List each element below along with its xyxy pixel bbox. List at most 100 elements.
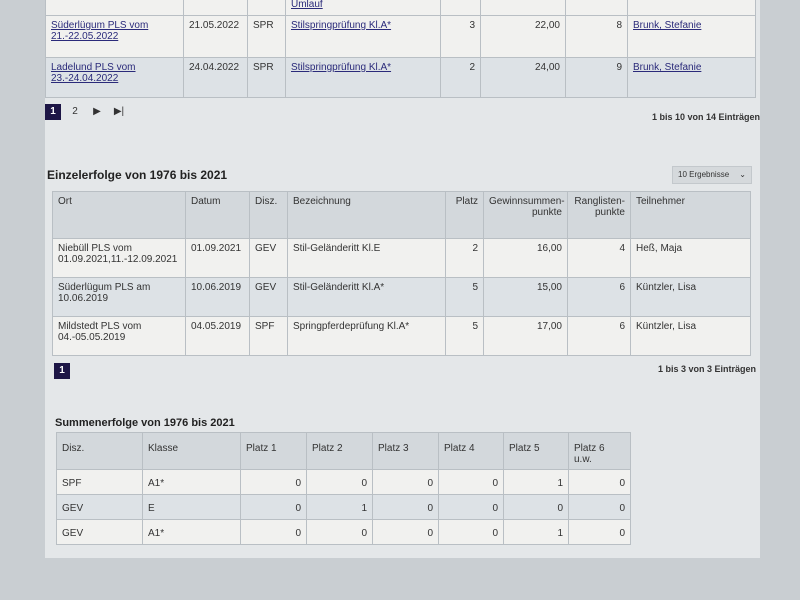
gewinn: 22,00 <box>480 15 566 58</box>
cell: A1* <box>142 519 241 545</box>
cell: 0 <box>438 494 504 520</box>
col-ranglistenpunkte[interactable]: Ranglisten-punkte <box>567 191 631 239</box>
cell-platz: 5 <box>445 277 484 317</box>
cell-platz: 5 <box>445 316 484 356</box>
cell: 0 <box>240 519 307 545</box>
ort-link[interactable]: Süderlügum PLS vom 21.-22.05.2022 <box>51 20 149 42</box>
teilnehmer-link[interactable]: Brunk, Stefanie <box>633 20 702 31</box>
cell: 0 <box>240 469 307 495</box>
table-row: SPF A1* 0 0 0 0 1 0 <box>56 469 631 495</box>
cell-ort: Mildstedt PLS vom 04.-05.05.2019 <box>52 316 186 356</box>
cell-disz: GEV <box>249 277 288 317</box>
col-header: Disz. <box>56 432 143 470</box>
col-teilnehmer[interactable]: Teilnehmer <box>630 191 751 239</box>
select-value: 10 Ergebnisse <box>678 170 730 179</box>
cell-bez: Stil-Geländeritt Kl.E <box>287 238 446 278</box>
table-row: Süderlügum PLS vom 21.-22.05.2022 21.05.2… <box>45 15 756 58</box>
header-row: Ort Datum Disz. Bezeichnung Platz Gewinn… <box>52 191 751 239</box>
cell: 0 <box>372 469 439 495</box>
datum: 21.05.2022 <box>183 15 248 58</box>
table-row: Niebüll PLS vom 01.09.2021,11.-12.09.202… <box>52 238 751 278</box>
cell: GEV <box>56 519 143 545</box>
disz: SPR <box>247 15 286 58</box>
cell-teiln: Heß, Maja <box>630 238 751 278</box>
cell: 1 <box>503 469 569 495</box>
bez-link[interactable]: Umlauf <box>291 0 323 10</box>
cell-disz: GEV <box>249 238 288 278</box>
rangl: 8 <box>565 15 628 58</box>
cell-datum: 04.05.2019 <box>185 316 250 356</box>
cell-rangl: 6 <box>567 316 631 356</box>
table-row: Ladelund PLS vom 23.-24.04.2022 24.04.202… <box>45 57 756 98</box>
cell-datum: 01.09.2021 <box>185 238 250 278</box>
table-row: Mildstedt PLS vom 04.-05.05.2019 04.05.20… <box>52 316 751 356</box>
platz: 3 <box>440 15 481 58</box>
next-page-icon[interactable]: ▶ <box>93 106 101 117</box>
einzelerfolge-title: Einzelerfolge von 1976 bis 2021 <box>47 168 228 182</box>
cell: SPF <box>56 469 143 495</box>
cell: 0 <box>372 494 439 520</box>
cell: 1 <box>306 494 373 520</box>
cell-disz: SPF <box>249 316 288 356</box>
cell: 0 <box>306 469 373 495</box>
cell: 0 <box>503 494 569 520</box>
col-header: Platz 5 <box>503 432 569 470</box>
col-disz[interactable]: Disz. <box>249 191 288 239</box>
cell: 0 <box>568 469 631 495</box>
pagination-einzel: 1 <box>54 363 70 379</box>
col-datum[interactable]: Datum <box>185 191 250 239</box>
col-header: Platz 3 <box>372 432 439 470</box>
cell: 0 <box>372 519 439 545</box>
datum: 24.04.2022 <box>183 57 248 98</box>
results-per-page-select[interactable]: 10 Ergebnisse ⌄ <box>672 166 752 184</box>
page-1-button[interactable]: 1 <box>45 104 61 120</box>
cell-rangl: 6 <box>567 277 631 317</box>
col-header: Platz 6 u.w. <box>568 432 631 470</box>
col-ort[interactable]: Ort <box>52 191 186 239</box>
cell: 0 <box>438 469 504 495</box>
summenerfolge-title: Summenerfolge von 1976 bis 2021 <box>55 417 235 429</box>
bez-link[interactable]: Stilspringprüfung Kl.A* <box>291 62 392 73</box>
last-page-icon[interactable]: ▶| <box>113 106 125 117</box>
cell-platz: 2 <box>445 238 484 278</box>
pagination-top: 1 2 ▶ ▶| <box>45 104 127 120</box>
table-row: GEV A1* 0 0 0 0 1 0 <box>56 519 631 545</box>
cell-bez: Springpferdeprüfung Kl.A* <box>287 316 446 356</box>
cell-teiln: Küntzler, Lisa <box>630 277 751 317</box>
chevron-down-icon: ⌄ <box>739 170 746 179</box>
ort-link[interactable]: Ladelund PLS vom 23.-24.04.2022 <box>51 62 136 84</box>
teilnehmer-link[interactable]: Brunk, Stefanie <box>633 62 702 73</box>
cell-rangl: 4 <box>567 238 631 278</box>
entries-info-top: 1 bis 10 von 14 Einträgen <box>652 112 761 122</box>
col-bezeichnung[interactable]: Bezeichnung <box>287 191 446 239</box>
cell-gewinn: 17,00 <box>483 316 568 356</box>
cell: 0 <box>438 519 504 545</box>
col-header: Platz 4 <box>438 432 504 470</box>
cell: 0 <box>568 494 631 520</box>
page-2-button[interactable]: 2 <box>72 106 78 117</box>
col-header: Platz 1 <box>240 432 307 470</box>
results-table-top: Umlauf Süderlügum PLS vom 21.-22.05.2022… <box>45 0 756 98</box>
col-platz[interactable]: Platz <box>445 191 484 239</box>
cell-bez: Stil-Geländeritt Kl.A* <box>287 277 446 317</box>
entries-info-einzel: 1 bis 3 von 3 Einträgen <box>658 364 757 374</box>
bez-link[interactable]: Stilspringprüfung Kl.A* <box>291 20 392 31</box>
col-header: Platz 2 <box>306 432 373 470</box>
cell-gewinn: 15,00 <box>483 277 568 317</box>
cell: 0 <box>306 519 373 545</box>
cell-ort: Süderlügum PLS am 10.06.2019 <box>52 277 186 317</box>
cell: 0 <box>240 494 307 520</box>
rangl: 9 <box>565 57 628 98</box>
table-row: Süderlügum PLS am 10.06.2019 10.06.2019 GE… <box>52 277 751 317</box>
cell-datum: 10.06.2019 <box>185 277 250 317</box>
cell-ort: Niebüll PLS vom 01.09.2021,11.-12.09.202… <box>52 238 186 278</box>
cell: GEV <box>56 494 143 520</box>
col-gewinnsummenpunkte[interactable]: Gewinnsummen-punkte <box>483 191 568 239</box>
cell: A1* <box>142 469 241 495</box>
page-1-button[interactable]: 1 <box>54 363 70 379</box>
cell-teiln: Küntzler, Lisa <box>630 316 751 356</box>
cell: E <box>142 494 241 520</box>
table-row: GEV E 0 1 0 0 0 0 <box>56 494 631 520</box>
